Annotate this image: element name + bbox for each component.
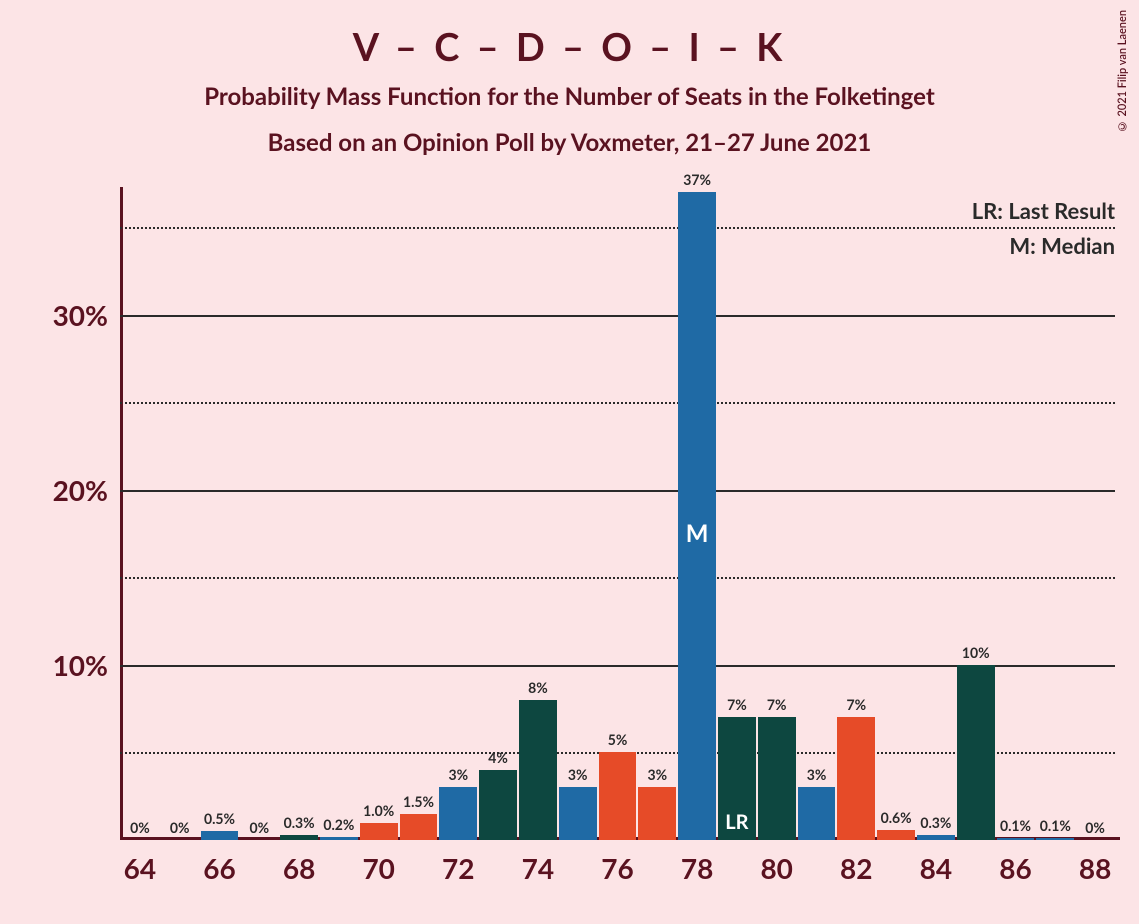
bar-value-label: 0.1% (1000, 817, 1031, 834)
x-tick-label: 86 (999, 851, 1031, 885)
bar (360, 823, 398, 841)
bar (798, 787, 836, 840)
bar (439, 787, 477, 840)
bar (1036, 838, 1074, 840)
bar-value-label: 0.2% (323, 816, 354, 833)
bar-value-label: 0.3% (920, 814, 951, 831)
bar (559, 787, 597, 840)
copyright-text: © 2021 Filip van Laenen (1116, 10, 1129, 132)
bar-value-label: 0.5% (204, 810, 235, 827)
bar-value-label: 1.0% (363, 802, 394, 819)
bar-value-label: 0% (250, 819, 270, 836)
bar (400, 814, 438, 840)
bar-value-label: 1.5% (403, 793, 434, 810)
bar-value-label: 37% (683, 171, 711, 188)
bar-value-label: 3% (568, 766, 588, 783)
bar (957, 665, 995, 840)
bar-value-label: 0% (170, 819, 190, 836)
y-tick-label: 20% (53, 473, 108, 507)
bar-value-label: 0% (130, 819, 150, 836)
x-tick-label: 74 (522, 851, 554, 885)
x-tick-label: 72 (442, 851, 474, 885)
x-tick-label: 76 (601, 851, 633, 885)
y-tick-label: 30% (53, 298, 108, 332)
bar-value-label: 7% (847, 696, 867, 713)
bar (479, 770, 517, 840)
bar (519, 700, 557, 840)
chart-subtitle-1: Probability Mass Function for the Number… (0, 82, 1139, 111)
gridline-minor (120, 227, 1115, 229)
y-tick-label: 10% (53, 648, 108, 682)
x-tick-label: 80 (760, 851, 792, 885)
gridline-minor (120, 402, 1115, 404)
bar-value-label: 4% (488, 749, 508, 766)
bar (638, 787, 676, 840)
x-tick-label: 84 (920, 851, 952, 885)
bar-value-label: 3% (449, 766, 469, 783)
bar (837, 717, 875, 840)
gridline-major (120, 315, 1115, 317)
bar (758, 717, 796, 840)
last-result-marker: LR (718, 810, 756, 834)
bar (997, 838, 1035, 840)
gridline-minor (120, 577, 1115, 579)
bar (599, 752, 637, 840)
chart-subtitle-2: Based on an Opinion Poll by Voxmeter, 21… (0, 128, 1139, 157)
x-tick-label: 66 (203, 851, 235, 885)
legend-last-result: LR: Last Result (972, 197, 1115, 224)
x-tick-label: 78 (681, 851, 713, 885)
x-tick-label: 64 (124, 851, 156, 885)
bar-value-label: 0% (1085, 819, 1105, 836)
bar-value-label: 7% (727, 696, 747, 713)
chart-title: V – C – D – O – I – K (0, 24, 1139, 70)
gridline-major (120, 490, 1115, 492)
bar (917, 835, 955, 840)
x-tick-label: 68 (283, 851, 315, 885)
chart-plot-area: 10%20%30%646668707274767880828486880%0%0… (120, 192, 1115, 840)
bar-value-label: 3% (807, 766, 827, 783)
x-tick-label: 70 (362, 851, 394, 885)
x-tick-label: 82 (840, 851, 872, 885)
x-tick-label: 88 (1079, 851, 1111, 885)
bar-value-label: 7% (767, 696, 787, 713)
bar-value-label: 0.3% (284, 814, 315, 831)
bar (678, 192, 716, 840)
bar-value-label: 8% (528, 679, 548, 696)
median-marker: M (678, 519, 716, 548)
y-axis-line (120, 187, 123, 840)
bar (877, 830, 915, 841)
bar-value-label: 10% (962, 644, 990, 661)
bar (201, 831, 239, 840)
bar-value-label: 0.1% (1040, 817, 1071, 834)
bar-value-label: 0.6% (881, 809, 912, 826)
bar-value-label: 5% (608, 731, 628, 748)
legend-median: M: Median (1009, 232, 1115, 259)
bar-value-label: 3% (648, 766, 668, 783)
bar (320, 837, 358, 841)
bar (280, 835, 318, 840)
